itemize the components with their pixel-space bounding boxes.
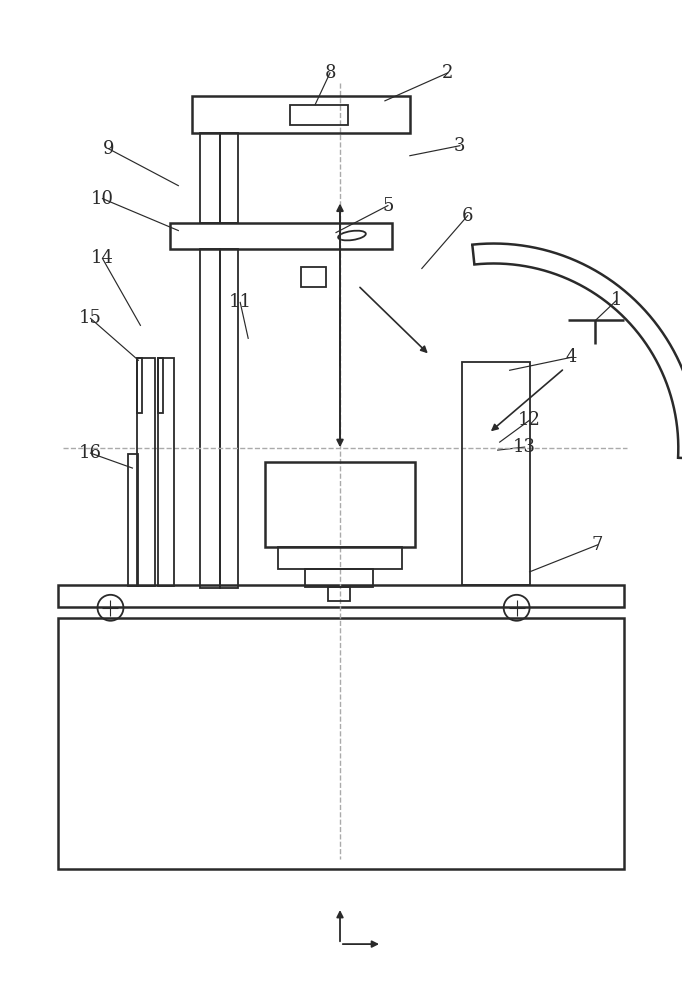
Bar [200,249,220,588]
Bar [158,358,163,413]
Bar [128,454,139,586]
Text: 5: 5 [382,197,393,215]
Bar [462,362,529,585]
Text: 8: 8 [324,64,336,82]
Text: 15: 15 [79,309,102,327]
Text: 6: 6 [462,207,473,225]
Bar [57,585,624,607]
Bar [220,249,238,588]
Text: 13: 13 [513,438,536,456]
Bar [158,358,174,586]
Bar [290,105,348,125]
Text: 10: 10 [91,190,114,208]
Text: 12: 12 [518,411,541,429]
Bar [170,223,392,249]
Text: 1: 1 [611,291,622,309]
Text: 11: 11 [229,293,252,311]
Bar [193,96,410,133]
Text: 7: 7 [591,536,603,554]
Bar [278,547,402,569]
Text: 3: 3 [454,137,466,155]
Bar [328,587,350,601]
Bar [200,133,220,223]
Bar [305,569,373,587]
Text: 9: 9 [102,140,114,158]
Text: 4: 4 [566,348,577,366]
Bar [301,267,326,287]
Text: 2: 2 [442,64,454,82]
Bar [137,358,143,413]
Text: 14: 14 [91,249,114,267]
Bar [265,462,415,547]
Bar [57,618,624,869]
Bar [220,133,238,223]
Bar [137,358,155,586]
Text: 16: 16 [79,444,102,462]
